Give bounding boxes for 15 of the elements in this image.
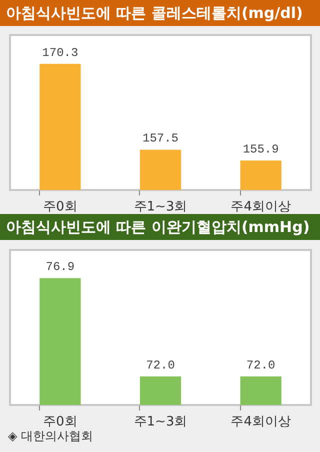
x-tick-label: 주4회이상 [230,200,291,214]
data-label: 72.0 [246,358,276,372]
x-tick-label: 주1~3회 [134,414,188,430]
data-label: 72.0 [146,358,175,372]
text: ◈ 대한의사협회 [8,429,94,443]
x-tick-label: 주0회 [43,200,78,214]
x-tick-label: 주0회 [43,414,78,430]
data-label: 170.3 [42,46,78,60]
chart-title: 아침식사빈도에 따른 이완기혈압치(mmHg) [0,214,320,240]
x-tick-label: 주1~3회 [134,200,188,214]
data-label: 157.5 [142,132,179,146]
data-label: 76.9 [46,260,75,274]
x-tick-label: 주4회이상 [230,414,291,430]
chart-title: 아침식사빈도에 따른 콜레스테롤치(mg/dl) [0,0,320,26]
data-label: 155.9 [242,142,279,156]
